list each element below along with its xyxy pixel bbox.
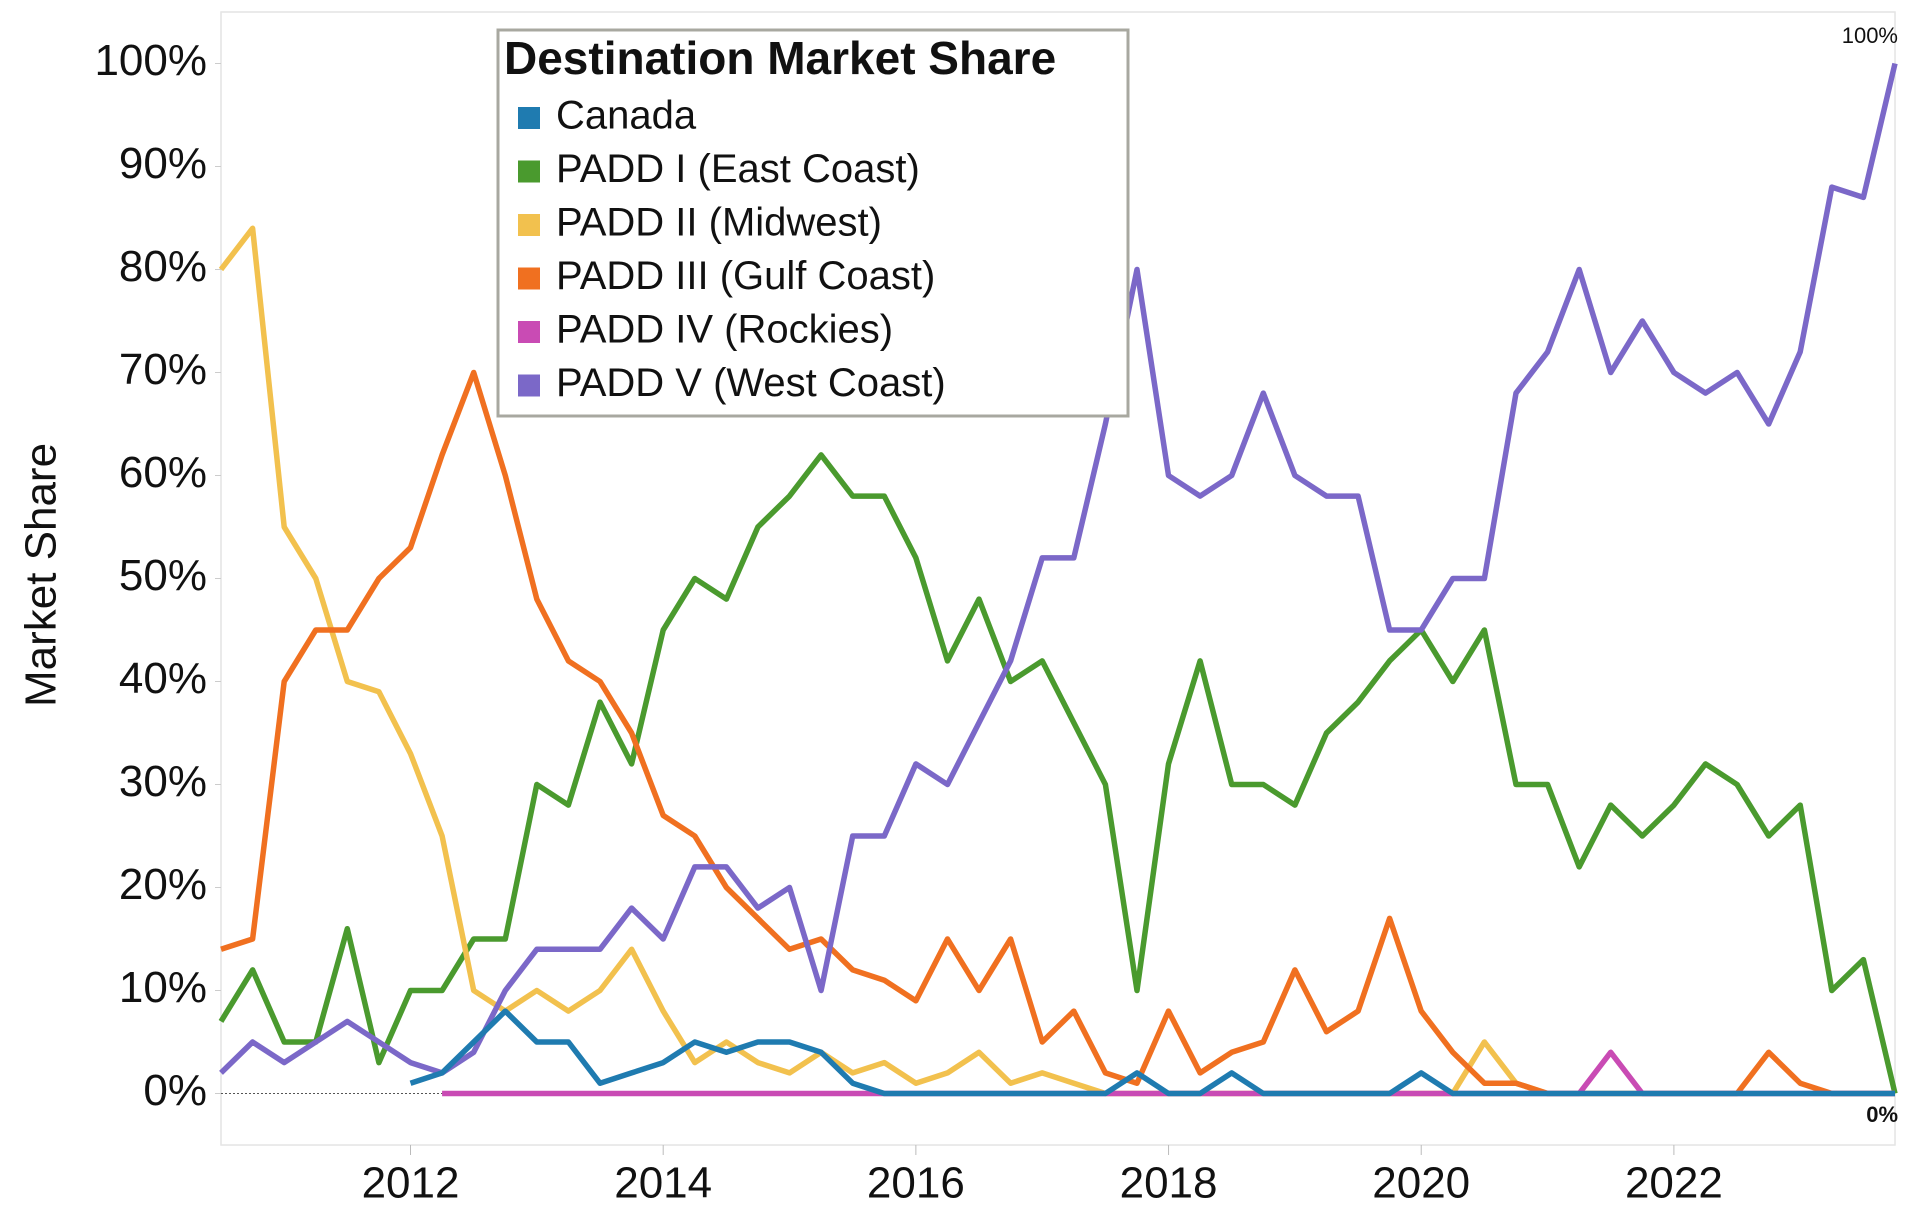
- x-tick-label: 2020: [1372, 1159, 1470, 1208]
- y-tick-label: 50%: [119, 551, 207, 600]
- legend-label: PADD V (West Coast): [556, 361, 946, 405]
- legend-label: PADD I (East Coast): [556, 147, 920, 191]
- y-tick-label: 80%: [119, 242, 207, 291]
- y-tick-label: 30%: [119, 757, 207, 806]
- x-tick-label: 2016: [867, 1159, 965, 1208]
- legend-label: PADD III (Gulf Coast): [556, 254, 935, 298]
- y-tick-label: 0%: [143, 1066, 207, 1115]
- legend-label: PADD II (Midwest): [556, 201, 882, 245]
- y-tick-label: 70%: [119, 345, 207, 394]
- legend-label: PADD IV (Rockies): [556, 308, 893, 352]
- legend-swatch: [518, 160, 540, 183]
- y-tick-label: 90%: [119, 139, 207, 188]
- legend-swatch: [518, 374, 540, 397]
- x-tick-label: 2012: [362, 1159, 460, 1208]
- legend-swatch: [518, 214, 540, 236]
- y-tick-label: 60%: [119, 448, 207, 497]
- x-tick-label: 2018: [1120, 1159, 1218, 1208]
- end-annotation: 100%: [1842, 23, 1898, 48]
- y-tick-label: 10%: [119, 963, 207, 1012]
- legend-swatch: [518, 267, 540, 290]
- series-line: [409, 1008, 1895, 1097]
- y-tick-label: 40%: [119, 654, 207, 703]
- end-annotation: 0%: [1866, 1102, 1898, 1127]
- legend-swatch: [518, 107, 540, 129]
- series-line: [218, 452, 1898, 1095]
- y-tick-label: 100%: [94, 36, 207, 85]
- legend-title: Destination Market Share: [504, 32, 1056, 84]
- legend-label: Canada: [556, 94, 697, 138]
- series-line: [442, 1049, 1895, 1097]
- y-tick-label: 20%: [119, 860, 207, 909]
- x-tick-label: 2014: [614, 1159, 712, 1208]
- legend-swatch: [518, 321, 540, 343]
- y-axis-label: Market Share: [17, 443, 66, 707]
- x-tick-label: 2022: [1625, 1159, 1723, 1208]
- series-line: [219, 62, 1898, 1076]
- legend-box: [496, 28, 1130, 418]
- legend: Destination Market Share Canada PADD I (Ea…: [496, 28, 1130, 418]
